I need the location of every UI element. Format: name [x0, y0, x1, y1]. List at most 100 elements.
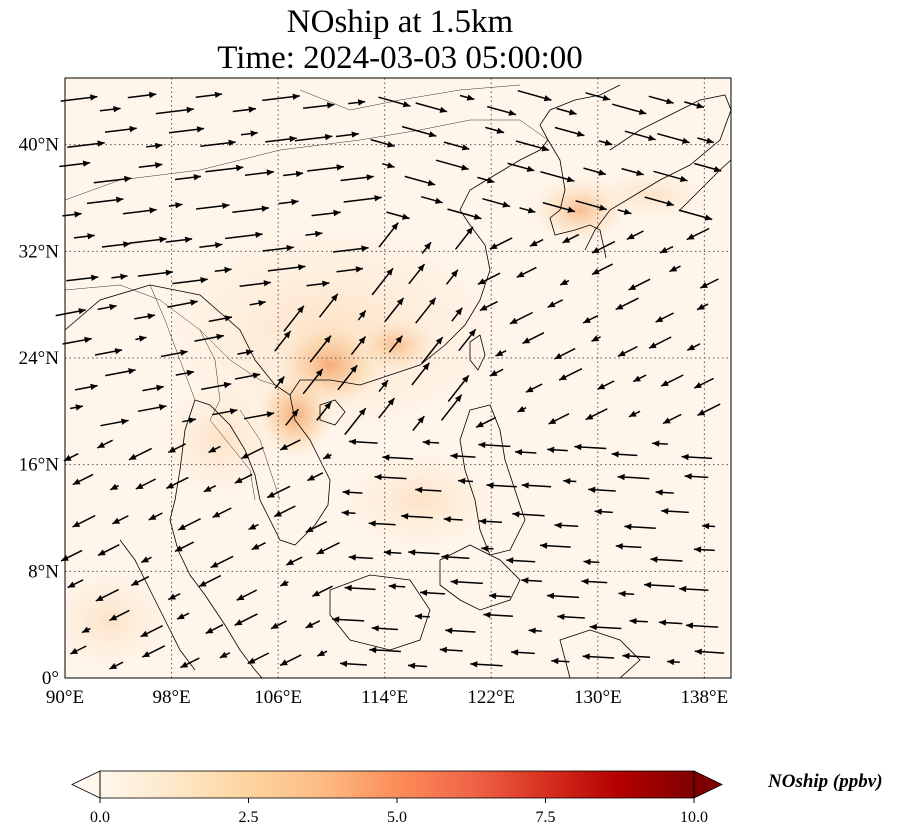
wind-arrow-head	[648, 134, 656, 141]
wind-arrow-head	[652, 440, 660, 447]
wind-arrow-head	[215, 242, 223, 249]
wind-arrow-head	[87, 233, 95, 240]
wind-arrow-head	[196, 126, 205, 133]
wind-arrow-head	[180, 349, 188, 356]
wind-arrow-head	[357, 99, 366, 106]
wind-arrow-head	[408, 549, 416, 556]
wind-arrow-head	[466, 94, 475, 101]
wind-arrow-head	[70, 648, 78, 654]
wind-arrow-head	[489, 592, 497, 600]
wind-arrow-head	[592, 247, 600, 253]
wind-arrow-head	[229, 408, 238, 415]
wind-arrow-head	[563, 478, 571, 485]
wind-arrow-head	[84, 336, 92, 343]
wind-arrow-head	[98, 549, 106, 556]
colorbar-tick-label: 2.5	[239, 809, 259, 826]
wind-arrow-head	[443, 516, 451, 523]
wind-arrow-head	[582, 653, 590, 660]
wind-arrow-head	[525, 386, 534, 393]
wind-arrow-head	[129, 125, 137, 133]
wind-arrow-head	[655, 489, 663, 496]
wind-arrow-head	[669, 265, 678, 272]
y-tick-label: 8°N	[28, 561, 59, 582]
wind-arrow-head	[140, 630, 149, 637]
wind-arrow-head	[594, 508, 602, 515]
wind-arrow-head	[128, 453, 137, 460]
wind-arrow-head	[371, 625, 379, 632]
wind-arrow-head	[208, 446, 217, 453]
wind-arrow-head	[618, 590, 626, 597]
wind-arrow-head	[597, 383, 606, 390]
wind-arrow-head	[82, 626, 90, 633]
wind-arrow-head	[581, 578, 589, 585]
wind-arrow-head	[291, 198, 299, 206]
wind-arrow-head	[95, 595, 104, 601]
wind-arrow-head	[280, 443, 288, 450]
wind-arrow-head	[583, 317, 591, 323]
wind-arrow-head	[694, 648, 702, 655]
wind-arrow-head	[366, 174, 374, 181]
wind-arrow-head	[348, 554, 356, 561]
wind-arrow-head	[615, 303, 624, 310]
wind-arrow-head	[666, 98, 674, 105]
coastlines	[65, 84, 731, 678]
wind-arrow-head	[312, 590, 320, 597]
wind-arrow-head	[461, 164, 469, 171]
wind-arrow-head	[149, 91, 157, 99]
colorbar-tick-label: 0.0	[90, 809, 110, 826]
wind-arrow-head	[481, 545, 489, 552]
wind-arrow-head	[420, 589, 428, 596]
wind-arrow-head	[697, 303, 705, 310]
wind-arrow-head	[486, 177, 495, 184]
wind-arrow-head	[516, 271, 525, 278]
wind-arrow-head	[305, 621, 314, 628]
wind-arrow-head	[305, 526, 314, 533]
wind-arrow-head	[188, 417, 196, 424]
wind-arrow-head	[681, 453, 689, 461]
wind-arrow-head	[90, 383, 98, 390]
wind-arrow-head	[241, 452, 250, 459]
wind-arrow-head	[261, 205, 269, 212]
wind-arrow-head	[267, 491, 275, 498]
wind-arrow-head	[408, 662, 416, 669]
wind-arrow-head	[358, 408, 366, 416]
wind-arrow-head	[97, 441, 105, 448]
wind-arrow-head	[415, 486, 423, 494]
wind-arrow-head	[468, 329, 476, 337]
wind-arrow-head	[180, 661, 189, 668]
wind-arrow-head	[280, 659, 288, 666]
wind-arrow-head	[250, 130, 258, 137]
wind-arrow-head	[374, 473, 382, 481]
wind-arrow-head	[602, 94, 611, 101]
wind-arrow-head	[396, 297, 404, 306]
colorbar: 0.0 2.5 5.0 7.5 10.0	[71, 770, 723, 826]
wind-arrow-head	[236, 164, 244, 172]
wind-arrow-head	[479, 304, 488, 311]
wind-arrow-head	[156, 384, 164, 392]
wind-arrow-head	[214, 91, 222, 98]
wind-arrow-head	[568, 109, 577, 116]
wind-arrow-head	[251, 543, 260, 550]
wind-arrow-head	[615, 543, 623, 550]
wind-arrow-head	[247, 657, 256, 664]
wind-arrow-head	[67, 581, 76, 588]
wind-arrow-head	[252, 372, 261, 379]
wind-arrow-head	[559, 374, 567, 381]
wind-vectors	[55, 89, 725, 670]
wind-arrow-head	[348, 438, 357, 445]
wind-arrow-head	[340, 660, 348, 667]
wind-arrow-head	[428, 131, 437, 138]
wind-arrow-head	[585, 413, 594, 420]
wind-arrow-head	[186, 106, 194, 114]
colorbar-tick-label: 7.5	[536, 809, 556, 826]
wind-arrow-head	[315, 230, 323, 238]
wind-arrow-head	[332, 616, 340, 623]
wind-arrow-head	[177, 613, 185, 620]
wind-arrow-head	[184, 236, 193, 243]
wind-arrow-head	[685, 622, 694, 629]
wind-arrow-head	[599, 204, 607, 211]
wind-arrow-head	[323, 452, 331, 459]
wind-arrow-head	[560, 279, 568, 285]
colorbar-label: NOship (ppbv)	[768, 771, 883, 792]
wind-arrow-head	[529, 240, 538, 247]
